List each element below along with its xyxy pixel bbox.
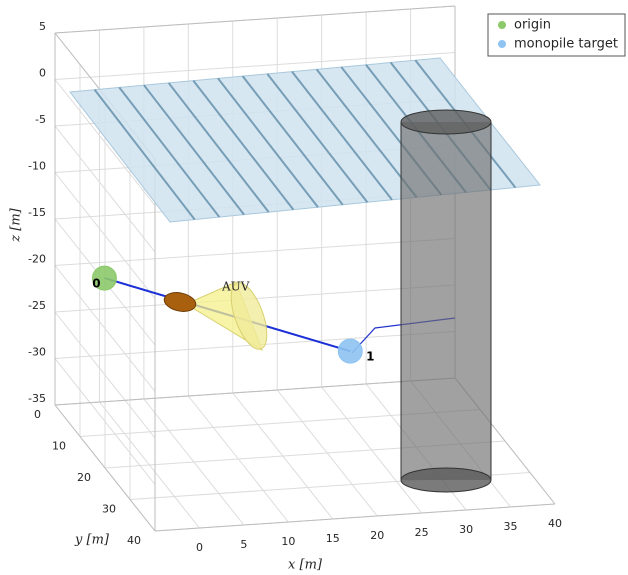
z-tick-label: -35 (28, 392, 46, 405)
monopile (401, 110, 491, 492)
page: {"chart_data": {"type": "scatter3d", "xl… (0, 0, 628, 575)
z-tick-label: -20 (28, 253, 46, 266)
auv-label: AUV (221, 280, 250, 294)
z-tick-label: 5 (39, 20, 46, 33)
z-axis-label: z [m] (9, 207, 24, 242)
pile-body (401, 122, 491, 480)
legend-label: origin (514, 18, 551, 33)
point-label: 1 (366, 350, 374, 364)
y-tick-label: 10 (52, 440, 66, 453)
z-tick-label: -30 (28, 346, 46, 359)
pile-bottom (401, 468, 491, 492)
x-tick-label: 0 (196, 541, 203, 554)
z-tick-label: -10 (28, 160, 46, 173)
point (338, 339, 362, 363)
y-tick-label: 0 (34, 408, 41, 421)
auv: AUV (162, 278, 274, 353)
legend-marker (498, 21, 506, 29)
z-tick-label: -5 (35, 113, 46, 126)
chart: 0510152025303540010203040-35-30-25-20-15… (0, 0, 628, 575)
x-tick-label: 30 (459, 523, 473, 536)
box-edge (55, 6, 455, 33)
x-tick-label: 10 (281, 535, 295, 548)
grid-line (55, 239, 455, 266)
x-axis-label: x [m] (288, 558, 323, 573)
x-tick-label: 20 (370, 529, 384, 542)
legend: origin monopile target (488, 14, 625, 56)
legend-marker (498, 40, 506, 48)
z-tick-label: -15 (28, 206, 46, 219)
y-tick-label: 40 (127, 534, 141, 547)
y-axis-label: y [m] (74, 533, 110, 548)
x-tick-label: 40 (548, 517, 562, 530)
z-tick-label: -25 (28, 299, 46, 312)
y-tick-label: 20 (77, 471, 91, 484)
z-tick-label: 0 (39, 67, 46, 80)
point-label: 0 (92, 277, 100, 291)
x-tick-label: 5 (240, 538, 247, 551)
auv-body (162, 290, 197, 314)
x-tick-label: 25 (415, 526, 429, 539)
x-tick-label: 15 (326, 532, 340, 545)
y-tick-label: 30 (102, 503, 116, 516)
box-edge (55, 378, 455, 405)
pile-top (401, 110, 491, 134)
box-edge (155, 504, 555, 531)
legend-label: monopile target (514, 37, 618, 52)
x-tick-label: 35 (504, 520, 518, 533)
